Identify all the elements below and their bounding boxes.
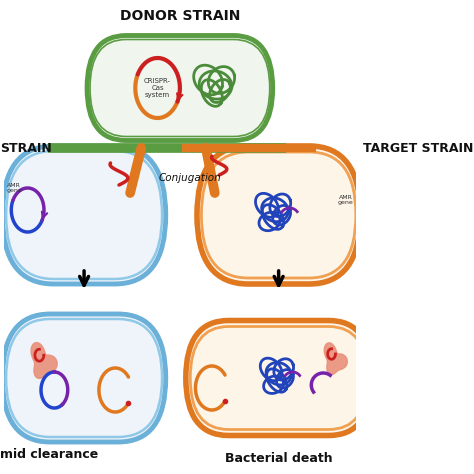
FancyBboxPatch shape bbox=[2, 146, 166, 284]
Text: STRAIN: STRAIN bbox=[0, 142, 52, 155]
Text: AMR
gene: AMR gene bbox=[337, 195, 353, 205]
FancyBboxPatch shape bbox=[186, 320, 372, 436]
Polygon shape bbox=[31, 343, 57, 378]
FancyBboxPatch shape bbox=[197, 146, 360, 284]
Text: TARGET STRAIN: TARGET STRAIN bbox=[363, 142, 474, 155]
Text: CRISPR-
Cas
system: CRISPR- Cas system bbox=[144, 78, 171, 98]
Polygon shape bbox=[324, 343, 347, 374]
Text: Bacterial death: Bacterial death bbox=[225, 452, 332, 465]
FancyBboxPatch shape bbox=[2, 314, 166, 442]
FancyBboxPatch shape bbox=[87, 36, 273, 140]
Text: DONOR STRAIN: DONOR STRAIN bbox=[120, 9, 240, 23]
Text: Conjugation: Conjugation bbox=[158, 173, 221, 183]
Text: AMR
gene: AMR gene bbox=[6, 182, 22, 193]
Text: mid clearance: mid clearance bbox=[0, 448, 99, 462]
